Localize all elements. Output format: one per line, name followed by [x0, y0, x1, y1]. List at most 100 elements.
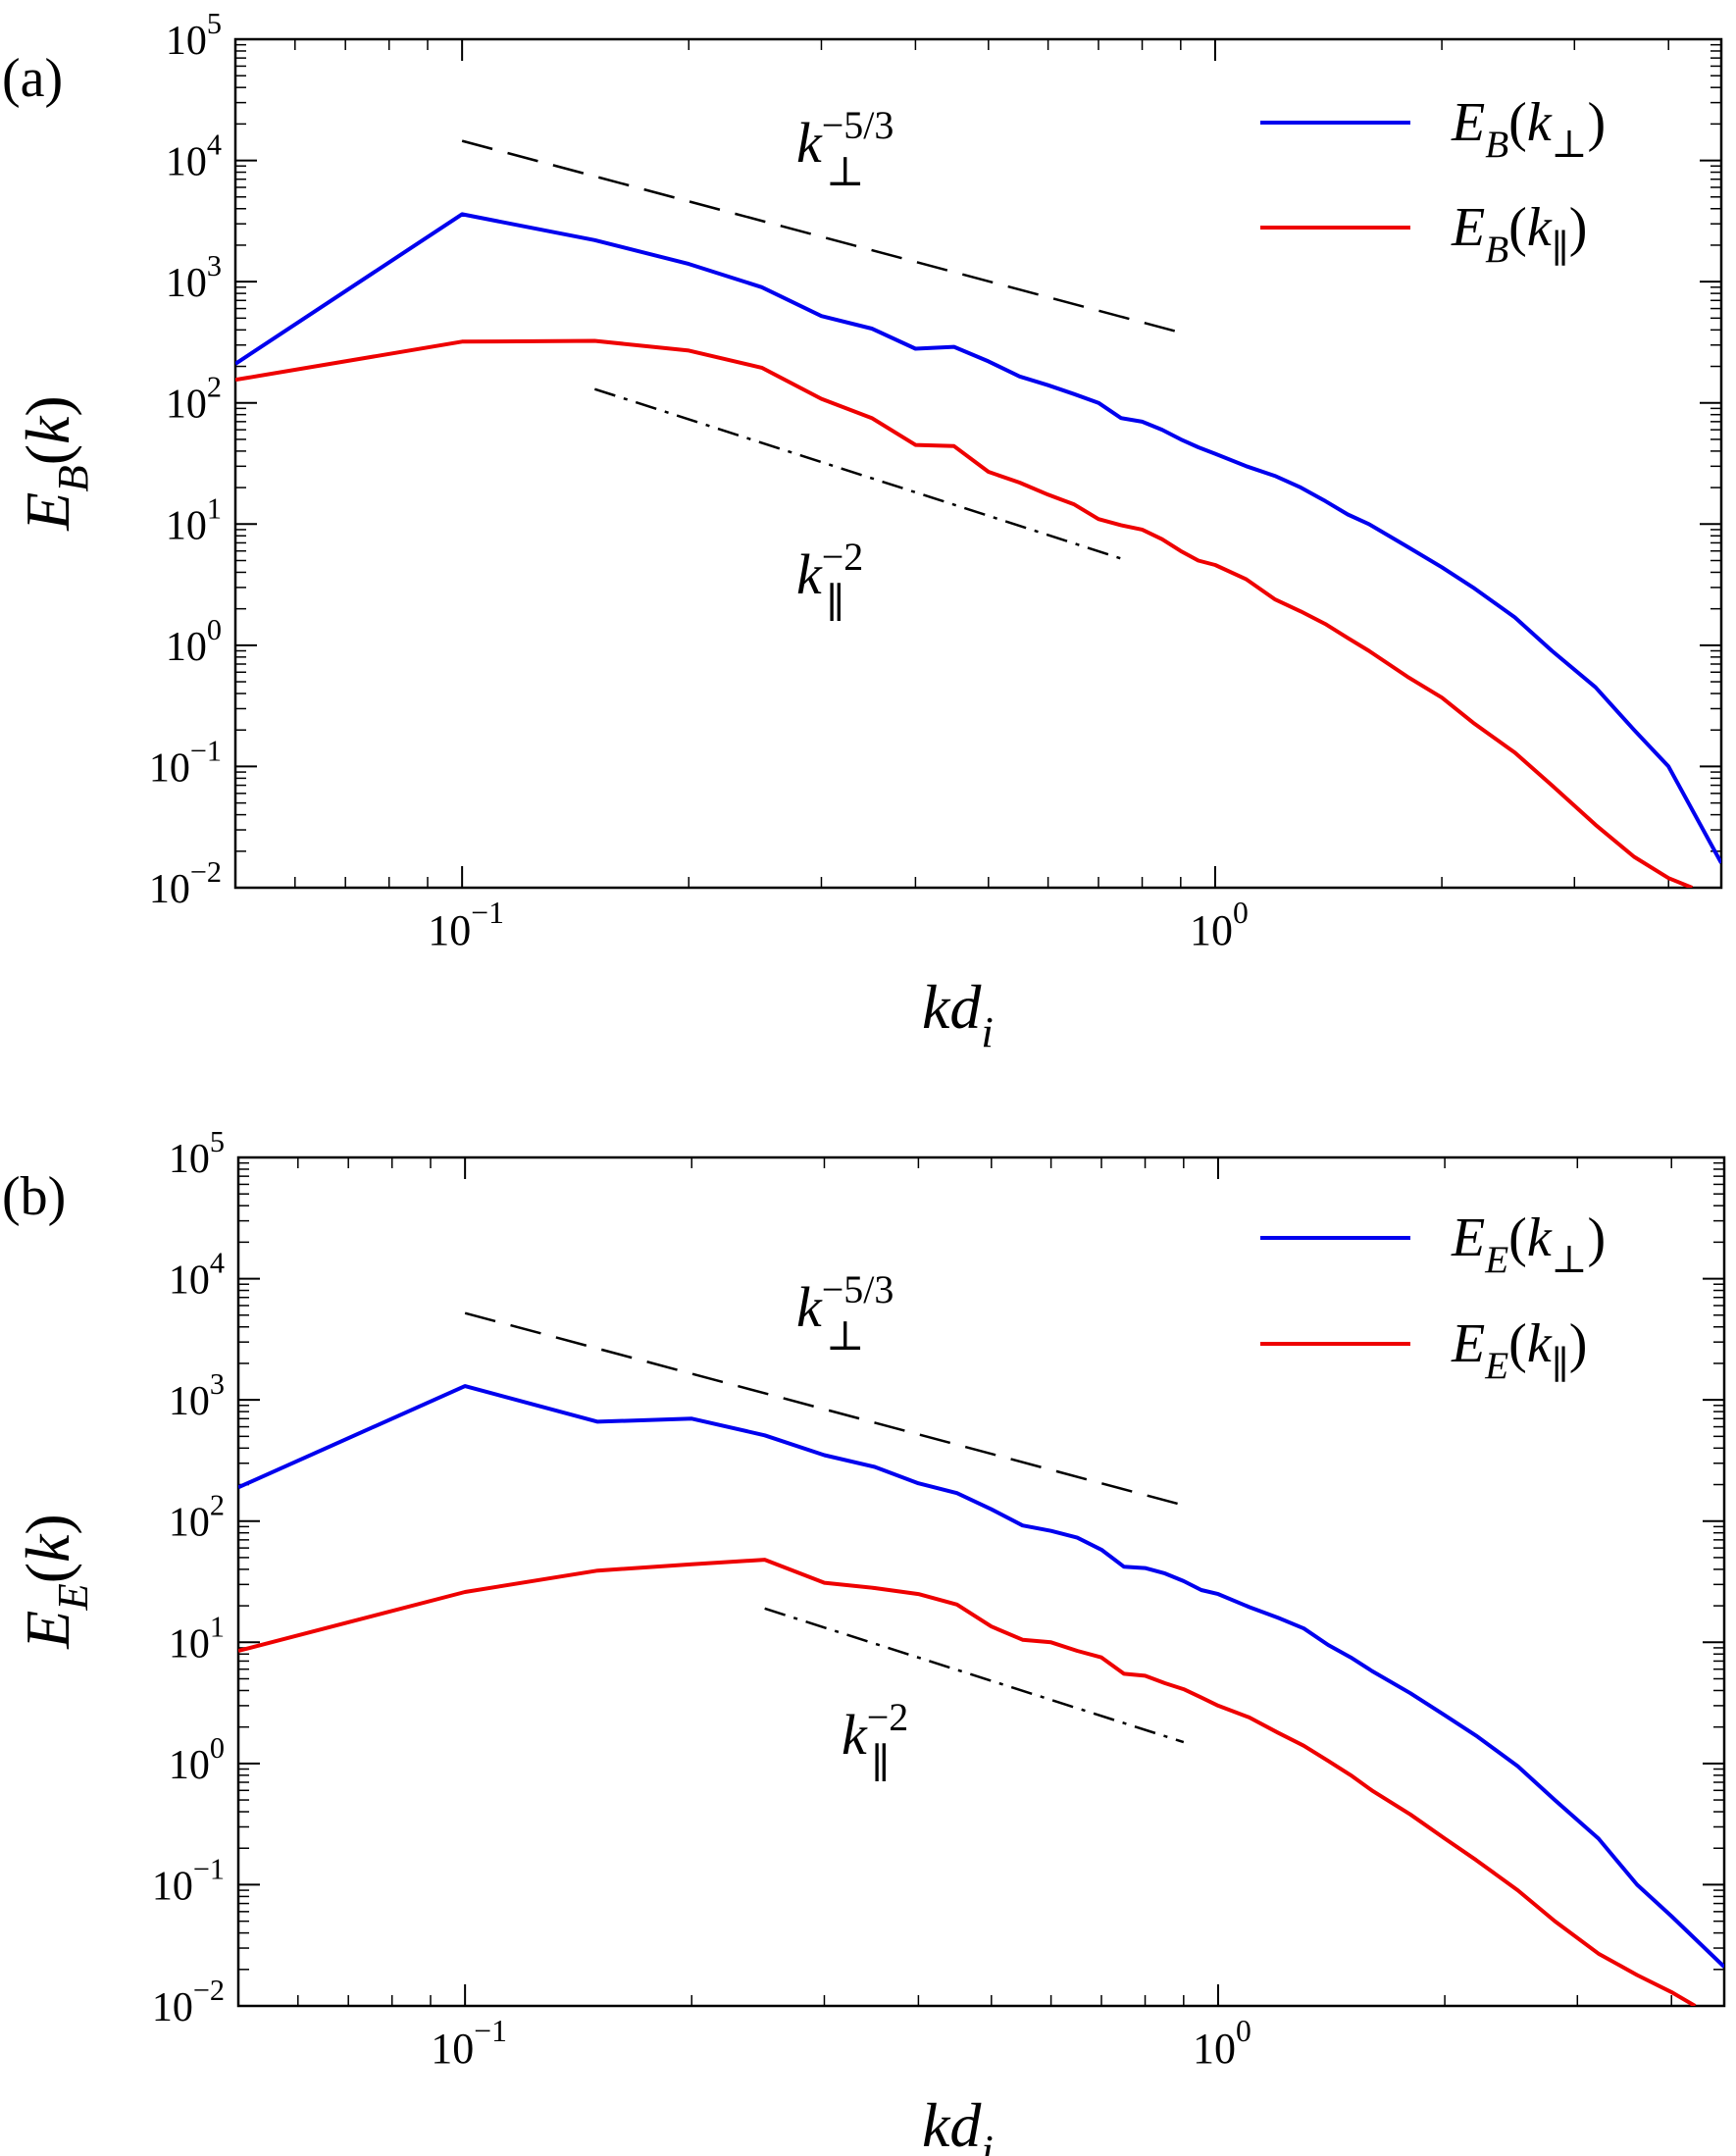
- y-tick-label-part: 3: [207, 249, 222, 282]
- y-tick-label: 101: [166, 491, 222, 548]
- y-tick-label-part: 0: [210, 1731, 225, 1765]
- x-tick-label-part: 10: [1190, 906, 1233, 954]
- ref-label-sup: −2: [867, 1695, 909, 1739]
- legend-label: EE(k∥): [1451, 1313, 1587, 1387]
- x-tick-label: 100: [1190, 896, 1249, 954]
- legend-label-part: k: [1527, 1207, 1553, 1268]
- reference-line-label: k−5/3: [796, 1267, 894, 1339]
- y-tick-label-part: 10: [166, 140, 207, 185]
- y-tick-label: 102: [166, 371, 222, 428]
- y-axis-label: EB(k): [13, 395, 97, 532]
- panel-label: (a): [2, 48, 63, 109]
- y-tick-label-part: 2: [210, 1489, 225, 1522]
- ref-label-sup: −5/3: [822, 103, 894, 147]
- y-tick-label: 10−1: [152, 1852, 225, 1909]
- y-tick-label-part: 10: [169, 1379, 210, 1424]
- legend-label-part: B: [1485, 229, 1508, 271]
- x-axis-label: kdi: [922, 2090, 994, 2156]
- ref-label-base: k: [842, 1703, 868, 1767]
- legend-label-part: ∥: [1552, 229, 1569, 271]
- y-tick-label-part: 10: [169, 1743, 210, 1788]
- y-tick-label-part: 5: [207, 7, 222, 40]
- y-tick-label-part: −2: [190, 855, 222, 889]
- legend-label-part: ⊥: [1552, 124, 1588, 166]
- y-axis-label-part: (: [13, 444, 82, 465]
- legend-label-part: ): [1588, 92, 1607, 153]
- y-tick-label-part: 2: [207, 371, 222, 404]
- y-tick-label-part: 10: [166, 625, 207, 670]
- y-tick-label: 104: [169, 1247, 225, 1304]
- y-tick-label: 10−2: [152, 1974, 225, 2030]
- y-axis-label-part: k: [13, 1533, 82, 1563]
- x-tick-label-part: 0: [1233, 896, 1249, 930]
- x-tick-label-part: −1: [471, 896, 504, 930]
- legend-label-part: k: [1527, 197, 1553, 258]
- legend-label-part: (: [1508, 1207, 1527, 1268]
- y-axis-label-part: B: [48, 465, 97, 491]
- y-tick-label-part: 10: [169, 1258, 210, 1304]
- x-axis-label: kdi: [922, 972, 994, 1056]
- y-tick-label-part: 10: [169, 1621, 210, 1667]
- y-tick-label-part: 4: [207, 128, 222, 162]
- y-tick-label: 103: [166, 249, 222, 306]
- legend-label-part: k: [1527, 1313, 1553, 1374]
- y-tick-label-part: 10: [149, 745, 190, 791]
- legend-label: EB(k⊥): [1451, 92, 1606, 166]
- y-tick-label-part: 10: [166, 383, 207, 428]
- legend-label-part: ): [1569, 197, 1588, 258]
- y-tick-label-part: −1: [190, 734, 222, 767]
- y-tick-label-part: 1: [207, 491, 222, 525]
- y-axis-label-part: E: [13, 1611, 82, 1650]
- series-line-perp: [235, 212, 1721, 864]
- x-axis-label-part: i: [981, 1007, 993, 1056]
- reference-line-dashdot: [764, 1607, 1185, 1744]
- ref-label-base: k: [796, 111, 823, 175]
- reference-line-label: k−2: [842, 1695, 908, 1767]
- series-line-par: [238, 1558, 1697, 2006]
- y-tick-label-part: 10: [166, 503, 207, 548]
- x-axis-label-part: kd: [922, 972, 982, 1042]
- y-tick-label: 102: [169, 1489, 225, 1546]
- y-tick-label-part: 10: [169, 1137, 210, 1182]
- y-tick-label-part: 10: [152, 1985, 193, 2030]
- y-tick-label: 105: [166, 7, 222, 64]
- y-axis-label-part: E: [48, 1583, 97, 1611]
- reference-line-label: k−2: [796, 535, 863, 606]
- ref-label-sub: ⊥: [826, 150, 865, 195]
- plot-frame: [236, 1155, 1726, 2008]
- x-axis-label-part: kd: [922, 2090, 982, 2156]
- legend-label: EB(k∥): [1451, 197, 1587, 271]
- x-tick-label: 10−1: [431, 2014, 507, 2073]
- legend-label-part: E: [1484, 1239, 1508, 1281]
- y-tick-label-part: 10: [152, 1864, 193, 1909]
- y-axis-label-part: ): [13, 395, 82, 416]
- y-tick-label: 103: [169, 1367, 225, 1424]
- legend-label-part: E: [1484, 1345, 1508, 1387]
- y-axis-label-part: k: [13, 415, 82, 444]
- y-axis-label-group: EB(k): [13, 395, 97, 532]
- legend-label-part: ∥: [1552, 1345, 1569, 1387]
- y-tick-label: 10−2: [149, 855, 222, 912]
- legend-label-part: B: [1485, 124, 1508, 166]
- x-axis-label-part: i: [981, 2126, 993, 2156]
- y-axis-label: EE(k): [13, 1514, 97, 1650]
- x-tick-label-part: 10: [431, 2025, 474, 2073]
- y-tick-label-part: −2: [193, 1974, 225, 2007]
- ref-label-sup: −5/3: [822, 1267, 894, 1311]
- x-tick-label: 10−1: [428, 896, 504, 954]
- y-tick-label: 104: [166, 128, 222, 185]
- legend-label-part: ⊥: [1552, 1239, 1588, 1281]
- ref-label-sup: −2: [822, 535, 864, 579]
- legend-label-part: (: [1508, 92, 1527, 153]
- y-tick-label: 100: [169, 1731, 225, 1788]
- legend-label-part: ): [1569, 1313, 1588, 1374]
- legend-label-part: k: [1527, 92, 1553, 153]
- y-tick-label-part: 3: [210, 1367, 225, 1401]
- y-tick-label-part: 10: [169, 1501, 210, 1546]
- x-tick-label-part: −1: [474, 2014, 507, 2048]
- y-axis-label-group: EE(k): [13, 1514, 97, 1650]
- y-tick-label-part: 1: [210, 1610, 225, 1643]
- y-tick-label: 101: [169, 1610, 225, 1667]
